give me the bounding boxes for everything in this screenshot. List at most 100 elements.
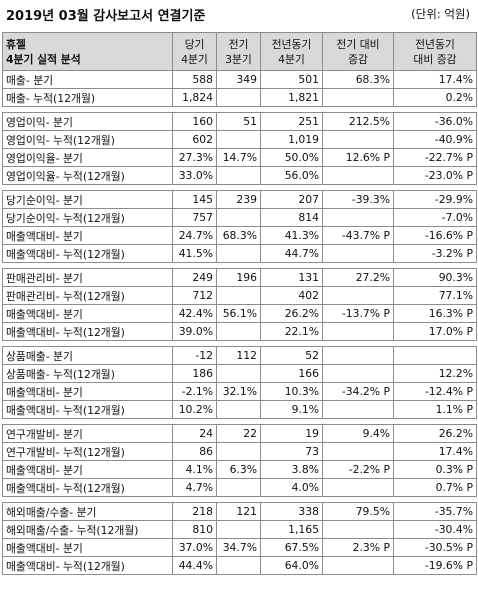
qoq-change [322,88,394,107]
qoq-change: -2.2% P [322,460,394,479]
current-value: -2.1% [172,382,217,401]
row-label: 상품매출- 분기 [2,346,173,365]
qoq-change: -39.3% [322,190,394,209]
table-row: 해외매출/수출- 분기 218 121 338 79.5% -35.7% [2,502,477,521]
previous-value: 239 [216,190,261,209]
row-label: 영업이익율- 분기 [2,148,173,167]
qoq-change: 2.3% P [322,538,394,557]
row-label: 해외매출/수출- 누적(12개월) [2,520,173,539]
qoq-change [322,556,394,575]
prior-year-value: 131 [260,268,323,287]
table-row: 판매관리비- 누적(12개월) 712 402 77.1% [2,286,477,305]
row-label: 영업이익- 분기 [2,112,173,131]
prior-year-value: 3.8% [260,460,323,479]
yoy-change: -30.4% [393,520,477,539]
row-label: 영업이익- 누적(12개월) [2,130,173,149]
yoy-change: 77.1% [393,286,477,305]
qoq-change [322,322,394,341]
yoy-change: 17.4% [393,442,477,461]
prior-year-value: 73 [260,442,323,461]
header-previous: 전기 3분기 [216,32,261,71]
yoy-change: -7.0% [393,208,477,227]
yoy-change: 17.4% [393,70,477,89]
qoq-change [322,244,394,263]
prior-year-value: 22.1% [260,322,323,341]
qoq-change [322,520,394,539]
table-row: 매출액대비- 분기 24.7% 68.3% 41.3% -43.7% P -16.6% P [2,226,477,245]
yoy-change: -23.0% P [393,166,477,185]
yoy-change: 0.2% [393,88,477,107]
yoy-change: -40.9% [393,130,477,149]
prior-year-value: 4.0% [260,478,323,497]
yoy-change: -22.7% P [393,148,477,167]
table-body: 매출- 분기 588 349 501 68.3% 17.4% 매출- 누적(12개월) 1,8… [2,70,477,575]
row-label: 매출액대비- 분기 [2,226,173,245]
current-value: 249 [172,268,217,287]
row-label: 매출액대비- 분기 [2,460,173,479]
row-label: 매출액대비- 누적(12개월) [2,478,173,497]
table-row: 매출액대비- 분기 -2.1% 32.1% 10.3% -34.2% P -12.4% P [2,382,477,401]
current-value: 37.0% [172,538,217,557]
previous-value: 51 [216,112,261,131]
row-label: 매출액대비- 누적(12개월) [2,400,173,419]
row-label: 매출액대비- 분기 [2,538,173,557]
qoq-change: 9.4% [322,424,394,443]
row-label: 매출액대비- 분기 [2,382,173,401]
yoy-change: 12.2% [393,364,477,383]
previous-value: 14.7% [216,148,261,167]
prior-year-value: 251 [260,112,323,131]
table-row: 매출액대비- 누적(12개월) 39.0% 22.1% 17.0% P [2,322,477,341]
yoy-change: 16.3% P [393,304,477,323]
prior-year-value: 207 [260,190,323,209]
previous-value [216,208,261,227]
table-row: 영업이익- 분기 160 51 251 212.5% -36.0% [2,112,477,131]
previous-value [216,442,261,461]
current-value: 33.0% [172,166,217,185]
table-row: 매출액대비- 분기 42.4% 56.1% 26.2% -13.7% P 16.3% P [2,304,477,323]
previous-value: 112 [216,346,261,365]
qoq-change: -43.7% P [322,226,394,245]
prior-year-value: 19 [260,424,323,443]
row-label: 당기순이익- 분기 [2,190,173,209]
prior-year-value: 1,821 [260,88,323,107]
previous-value: 34.7% [216,538,261,557]
qoq-change [322,400,394,419]
table-row: 상품매출- 누적(12개월) 186 166 12.2% [2,364,477,383]
current-value: 4.7% [172,478,217,497]
prior-year-value: 166 [260,364,323,383]
current-value: 1,824 [172,88,217,107]
previous-value [216,400,261,419]
earnings-table: 휴젤 4분기 실적 분석 당기 4분기 전기 3분기 전년동기 4분기 전기 대비 증감 … [2,32,477,575]
current-value: -12 [172,346,217,365]
qoq-change [322,130,394,149]
current-value: 757 [172,208,217,227]
yoy-change: -12.4% P [393,382,477,401]
current-value: 712 [172,286,217,305]
title-bar: 2019년 03월 감사보고서 연결기준 (단위: 억원) [0,0,478,26]
qoq-change [322,166,394,185]
prior-year-value: 1,165 [260,520,323,539]
prior-year-value: 501 [260,70,323,89]
current-value: 145 [172,190,217,209]
header-company: 휴젤 4분기 실적 분석 [2,32,173,71]
previous-value [216,364,261,383]
current-value: 44.4% [172,556,217,575]
previous-value [216,166,261,185]
current-value: 186 [172,364,217,383]
qoq-change: 68.3% [322,70,394,89]
yoy-change: 17.0% P [393,322,477,341]
row-label: 매출액대비- 분기 [2,304,173,323]
prior-year-value: 56.0% [260,166,323,185]
yoy-change: -35.7% [393,502,477,521]
table-row: 매출- 누적(12개월) 1,824 1,821 0.2% [2,88,477,107]
previous-value: 22 [216,424,261,443]
current-value: 588 [172,70,217,89]
prior-year-value: 338 [260,502,323,521]
current-value: 218 [172,502,217,521]
prior-year-value: 814 [260,208,323,227]
prior-year-value: 9.1% [260,400,323,419]
header-qoq-change: 전기 대비 증감 [322,32,394,71]
yoy-change: 90.3% [393,268,477,287]
unit-label: (단위: 억원) [411,7,470,21]
header-prior-year: 전년동기 4분기 [260,32,323,71]
